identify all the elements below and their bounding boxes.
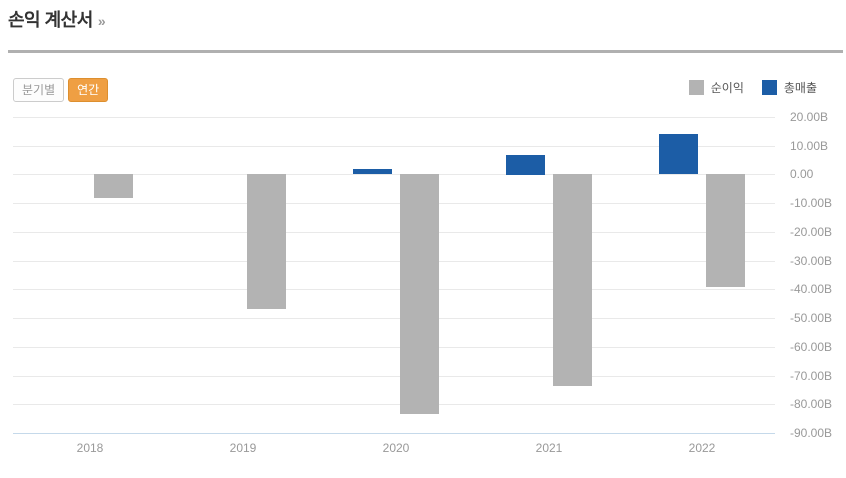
bar-순이익-2019[interactable] — [247, 174, 286, 309]
gridline-10 — [13, 146, 775, 147]
gridline--30 — [13, 261, 775, 262]
gridline--60 — [13, 347, 775, 348]
revenue-legend-label: 총매출 — [783, 81, 817, 95]
y-tick-label: -50.00B — [790, 311, 833, 325]
y-tick-label: -40.00B — [790, 282, 833, 296]
y-tick-label: -10.00B — [790, 196, 833, 210]
bar-총매출-2022[interactable] — [659, 134, 698, 174]
y-tick-label: -80.00B — [790, 397, 833, 411]
y-tick-label: -30.00B — [790, 254, 833, 268]
y-tick-label: 10.00B — [790, 139, 829, 153]
y-tick-label: -90.00B — [790, 426, 833, 440]
y-tick-label: -60.00B — [790, 340, 833, 354]
legend-item-net-income[interactable]: 순이익 — [688, 79, 744, 96]
annual-tab-button[interactable]: 연간 — [68, 78, 109, 102]
y-tick-label: 20.00B — [790, 110, 829, 124]
x-axis-label-2018: 2018 — [76, 441, 104, 455]
legend-item-revenue[interactable]: 총매출 — [761, 79, 817, 96]
bar-순이익-2018[interactable] — [94, 174, 133, 198]
gridline--40 — [13, 289, 775, 290]
y-tick-label: -70.00B — [790, 369, 833, 383]
period-toggle: 분기별 연간 — [13, 78, 109, 102]
header: 손익 계산서» — [8, 6, 106, 32]
bar-순이익-2021[interactable] — [553, 174, 592, 386]
y-tick-label: -20.00B — [790, 225, 833, 239]
quarterly-tab-button[interactable]: 분기별 — [13, 78, 65, 102]
gridline-0 — [13, 174, 775, 175]
bar-총매출-2020[interactable] — [353, 169, 392, 174]
y-tick-label: 0.00 — [790, 167, 814, 181]
net-income-swatch-icon — [688, 80, 704, 95]
x-axis-label-2019: 2019 — [229, 441, 257, 455]
chart-legend: 순이익 총매출 — [688, 79, 817, 96]
revenue-swatch-icon — [761, 80, 777, 95]
bar-총매출-2021[interactable] — [506, 155, 545, 175]
page-title: 손익 계산서 — [8, 10, 93, 30]
header-divider — [8, 50, 843, 53]
gridline--20 — [13, 232, 775, 233]
gridline--70 — [13, 376, 775, 377]
gridline--80 — [13, 404, 775, 405]
x-axis-label-2022: 2022 — [688, 441, 716, 455]
gridline--50 — [13, 318, 775, 319]
gridline-20 — [13, 117, 775, 118]
more-link[interactable]: » — [97, 13, 106, 29]
bar-순이익-2022[interactable] — [706, 174, 745, 287]
bar-순이익-2020[interactable] — [400, 174, 439, 414]
gridline--10 — [13, 203, 775, 204]
x-axis-label-2020: 2020 — [382, 441, 410, 455]
gridline--90 — [13, 433, 775, 434]
x-axis-label-2021: 2021 — [535, 441, 563, 455]
net-income-legend-label: 순이익 — [710, 81, 744, 95]
